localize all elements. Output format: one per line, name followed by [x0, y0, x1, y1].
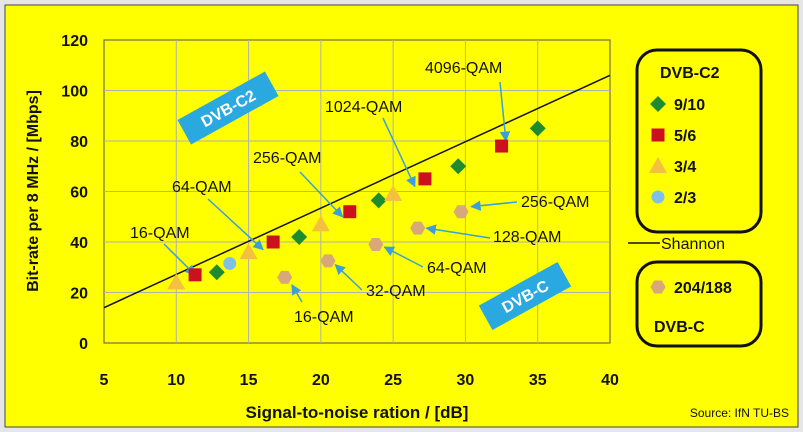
x-tick-label: 15	[240, 372, 258, 389]
data-point-diamond	[291, 228, 308, 245]
y-tick-label: 80	[70, 134, 88, 151]
data-point-hexagon	[320, 254, 336, 268]
qam-annotation-label: 16-QAM	[130, 225, 190, 242]
source-credit: Source: IfN TU-BS	[690, 406, 789, 420]
annotation-arrow	[291, 284, 303, 303]
legend-marker-circle	[651, 190, 665, 204]
qam-annotation-label: 1024-QAM	[325, 99, 402, 116]
data-point-hexagon	[410, 221, 426, 235]
data-point-triangle	[167, 273, 186, 290]
data-point-triangle	[311, 215, 330, 232]
annotation-arrow	[470, 200, 518, 211]
annotation-arrow	[382, 117, 416, 188]
annotation-arrow	[383, 246, 424, 268]
annotation-arrow	[299, 171, 344, 218]
annotation-arrow	[425, 224, 491, 239]
data-point-square	[495, 139, 509, 153]
data-point-circle	[223, 256, 237, 270]
data-point-diamond	[450, 158, 467, 175]
data-point-square	[188, 268, 202, 282]
data-point-square	[418, 172, 432, 186]
legend-marker-square	[651, 128, 665, 142]
data-point-hexagon	[453, 205, 469, 219]
qam-annotation-label: 64-QAM	[172, 179, 232, 196]
y-tick-label: 20	[70, 286, 88, 303]
data-point-square	[266, 235, 280, 249]
data-point-diamond	[529, 120, 546, 137]
y-tick-label: 120	[61, 33, 88, 50]
qam-annotation-label: 256-QAM	[253, 150, 321, 167]
legend-shannon-label: Shannon	[661, 236, 725, 253]
qam-annotation-label: 16-QAM	[294, 309, 354, 326]
legend-item-label: 5/6	[674, 128, 696, 145]
y-tick-label: 40	[70, 235, 88, 252]
legend-item-label: 9/10	[674, 97, 705, 114]
x-tick-label: 5	[100, 372, 109, 389]
legend-dvb-c-box	[635, 260, 763, 348]
qam-annotation-label: 256-QAM	[521, 194, 589, 211]
y-tick-label: 60	[70, 185, 88, 202]
data-point-triangle	[239, 243, 258, 260]
legend-item-label: 2/3	[674, 190, 696, 207]
data-point-hexagon	[277, 270, 293, 284]
x-axis-label: Signal-to-noise ration / [dB]	[246, 403, 469, 422]
annotation-arrow	[499, 81, 511, 143]
annotation-labels: 16-QAM 64-QAM 256-QAM 1024-QAM 4096-QAM 256-Q…	[130, 60, 589, 326]
x-tick-label: 25	[384, 372, 402, 389]
data-point-hexagon	[368, 238, 384, 251]
data-point-square	[343, 205, 357, 219]
x-tick-label: 10	[167, 372, 185, 389]
x-tick-label: 20	[312, 372, 330, 389]
annotation-arrow	[334, 264, 363, 291]
legend-item-label: 3/4	[674, 159, 696, 176]
legend-dvb-c-title: DVB-C	[654, 319, 705, 336]
x-tick-label: 40	[601, 372, 619, 389]
data-markers	[167, 120, 546, 290]
y-tick-label: 0	[79, 336, 88, 353]
x-tick-labels: 5 10 15 20 25 30 35 40	[100, 372, 619, 389]
x-tick-label: 35	[529, 372, 547, 389]
legend-marker-triangle	[649, 157, 667, 173]
annotation-arrow	[207, 198, 264, 251]
legend-marker-diamond	[650, 96, 666, 112]
x-tick-label: 30	[457, 372, 475, 389]
qam-annotation-label: 32-QAM	[366, 283, 426, 300]
y-axis-label: Bit-rate per 8 MHz / [Mbps]	[25, 90, 42, 292]
legend-dvb-c2-title: DVB-C2	[660, 65, 720, 82]
data-point-diamond	[208, 264, 225, 281]
legend: DVB-C2 9/10 5/6 3/4 2/3 Shannon 204/188 DVB…	[628, 48, 763, 348]
qam-annotation-label: 64-QAM	[427, 260, 487, 277]
data-point-diamond	[370, 192, 387, 209]
data-point-triangle	[384, 185, 403, 202]
y-tick-label: 100	[61, 84, 88, 101]
qam-annotation-label: 4096-QAM	[425, 60, 502, 77]
y-tick-labels: 0 20 40 60 80 100 120	[61, 33, 88, 353]
legend-dvb-c2-box	[635, 48, 763, 234]
legend-marker-hexagon	[650, 280, 666, 294]
qam-annotation-label: 128-QAM	[493, 229, 561, 246]
legend-item-label: 204/188	[674, 280, 732, 297]
